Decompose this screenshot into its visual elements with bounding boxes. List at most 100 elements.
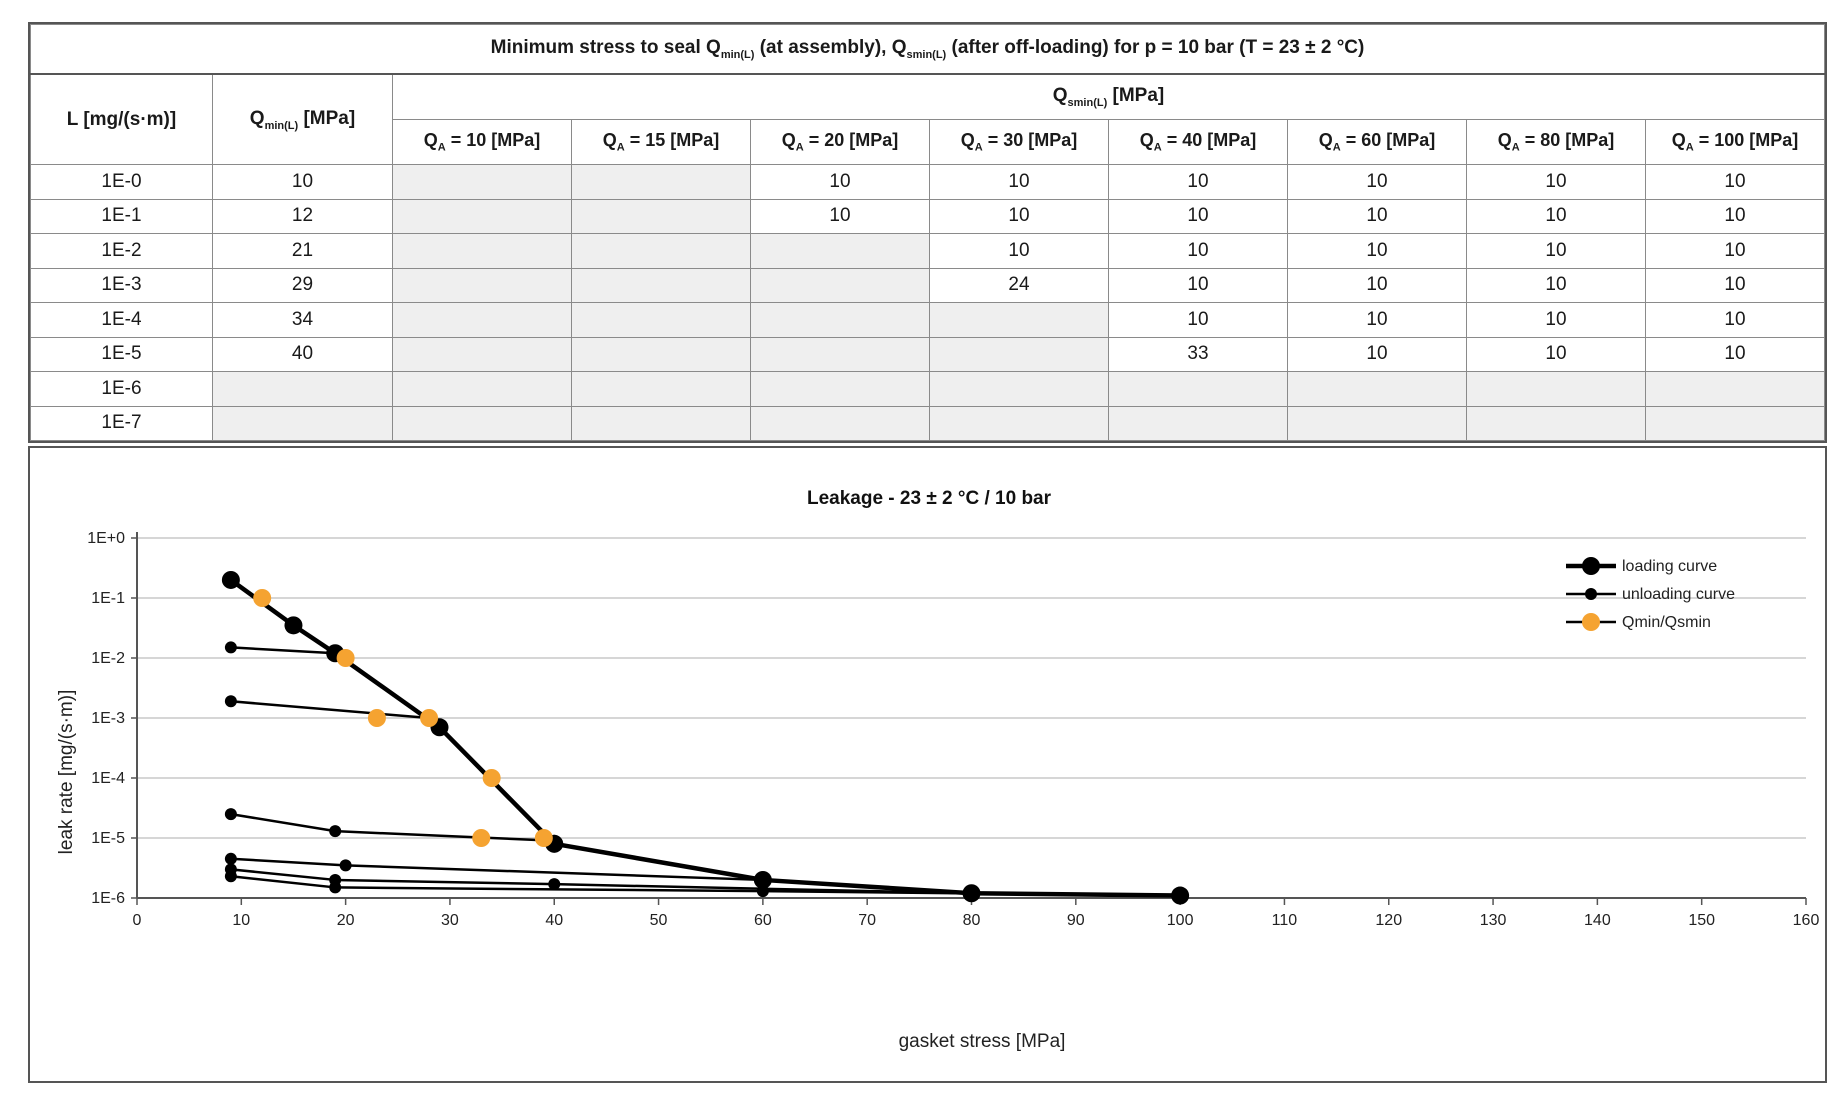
cell-qsmin — [1466, 405, 1646, 441]
x-tick-label: 50 — [650, 912, 668, 929]
cell-qsmin — [929, 405, 1109, 441]
unloading-point — [329, 825, 342, 838]
y-tick-label: 1E-1 — [91, 590, 125, 607]
table-row: 1E-0 10 10 10 10 10 10 10 — [30, 164, 1825, 200]
cell-qsmin: 24 — [929, 267, 1109, 303]
cell-qsmin: 10 — [1108, 198, 1288, 234]
cell-qsmin: 10 — [1287, 198, 1467, 234]
x-tick-label: 60 — [754, 912, 772, 929]
table-row: 1E-6 — [30, 371, 1825, 407]
qmin-qsmin-point — [336, 649, 355, 667]
table-row: 1E-1 12 10 10 10 10 10 10 — [30, 198, 1825, 234]
cell-qsmin — [1108, 405, 1288, 441]
cell-qmin: 10 — [212, 164, 393, 200]
x-axis-title: gasket stress [MPa] — [899, 1031, 1066, 1052]
cell-qsmin: 10 — [1466, 233, 1646, 269]
cell-qsmin: 10 — [1287, 267, 1467, 303]
cell-qsmin: 10 — [750, 164, 930, 200]
cell-qsmin — [392, 164, 572, 200]
cell-qsmin — [571, 267, 751, 303]
cell-qsmin — [571, 233, 751, 269]
leakage-chart-panel: Leakage - 23 ± 2 °C / 10 bar 1E+0 1E-1 1E-… — [28, 446, 1827, 1083]
cell-qsmin — [571, 198, 751, 234]
cell-qsmin: 10 — [1645, 302, 1825, 338]
unloading-point — [548, 878, 561, 891]
legend-loading-marker — [1582, 557, 1600, 575]
qmin-qsmin-point — [367, 709, 386, 727]
cell-qsmin: 10 — [1645, 198, 1825, 234]
x-tick-label: 0 — [133, 912, 142, 929]
unloading-curve-line — [230, 700, 430, 720]
y-tick-label: 1E-3 — [91, 710, 125, 727]
cell-leak-rate: 1E-6 — [30, 371, 213, 407]
unloading-curve-line — [230, 812, 555, 842]
cell-qsmin — [571, 302, 751, 338]
y-tick-label: 1E-6 — [91, 890, 125, 907]
x-tick-label: 150 — [1688, 912, 1715, 929]
legend-loading-label: loading curve — [1622, 558, 1717, 575]
y-axis-title: leak rate [mg/(s·m)] — [56, 690, 77, 855]
cell-qsmin: 10 — [1287, 164, 1467, 200]
cell-qsmin: 10 — [1108, 267, 1288, 303]
y-tick-label: 1E-5 — [91, 830, 125, 847]
legend-qmin: Qmin/Qsmin — [1566, 613, 1711, 631]
cell-qsmin: 10 — [1645, 233, 1825, 269]
legend-qmin-label: Qmin/Qsmin — [1622, 614, 1711, 631]
cell-qsmin — [392, 371, 572, 407]
cell-qsmin: 10 — [750, 198, 930, 234]
legend-unloading-label: unloading curve — [1622, 586, 1735, 603]
loading-point — [962, 884, 981, 903]
loading-curve-line — [229, 578, 1181, 898]
seal-stress-table: Minimum stress to seal Qmin(L) (at assem… — [30, 24, 1825, 441]
cell-qsmin: 10 — [1466, 336, 1646, 372]
cell-qsmin — [929, 302, 1109, 338]
qa-header-4: QA = 40 [MPa] — [1108, 119, 1288, 165]
cell-qsmin: 10 — [1466, 198, 1646, 234]
qa-header-1: QA = 15 [MPa] — [571, 119, 751, 165]
qmin-qsmin-point — [472, 829, 491, 847]
legend-qmin-marker — [1582, 613, 1600, 631]
cell-leak-rate: 1E-2 — [30, 233, 213, 269]
cell-qsmin: 10 — [1287, 336, 1467, 372]
cell-leak-rate: 1E-3 — [30, 267, 213, 303]
table-row: 1E-2 21 10 10 10 10 10 — [30, 233, 1825, 269]
unloading-point — [224, 695, 237, 708]
cell-leak-rate: 1E-5 — [30, 336, 213, 372]
cell-qmin: 40 — [212, 336, 393, 372]
qa-header-3: QA = 30 [MPa] — [929, 119, 1109, 165]
cell-qsmin — [571, 405, 751, 441]
cell-qsmin: 10 — [1466, 164, 1646, 200]
qa-header-6: QA = 80 [MPa] — [1466, 119, 1646, 165]
loading-point — [221, 570, 240, 589]
table-row: 1E-7 — [30, 405, 1825, 441]
legend-unloading-marker — [1585, 588, 1597, 600]
cell-qmin: 21 — [212, 233, 393, 269]
x-tick-label: 80 — [963, 912, 981, 929]
chart-title: Leakage - 23 ± 2 °C / 10 bar — [807, 488, 1052, 509]
cell-qsmin — [571, 371, 751, 407]
unloading-point — [224, 808, 237, 821]
cell-qsmin: 10 — [929, 198, 1109, 234]
cell-qsmin — [571, 164, 751, 200]
cell-qsmin: 10 — [1287, 233, 1467, 269]
cell-qsmin — [392, 405, 572, 441]
column-header-qsmin: Qsmin(L) [MPa] — [392, 73, 1825, 120]
cell-qsmin — [929, 371, 1109, 407]
qa-header-5: QA = 60 [MPa] — [1287, 119, 1467, 165]
cell-qsmin: 10 — [1466, 267, 1646, 303]
legend-loading: loading curve — [1566, 557, 1717, 575]
cell-qsmin: 33 — [1108, 336, 1288, 372]
x-tick-label: 100 — [1167, 912, 1194, 929]
cell-qsmin — [750, 233, 930, 269]
x-tick-label: 10 — [232, 912, 250, 929]
y-tick-label: 1E-4 — [91, 770, 125, 787]
x-tick-label: 70 — [858, 912, 876, 929]
qmin-qsmin-point — [534, 829, 553, 847]
x-tick-label: 20 — [337, 912, 355, 929]
cell-qsmin — [1645, 405, 1825, 441]
x-tick-label: 40 — [545, 912, 563, 929]
qa-header-2: QA = 20 [MPa] — [750, 119, 930, 165]
table-row: 1E-5 40 33 10 10 10 — [30, 336, 1825, 372]
cell-qsmin: 10 — [1645, 267, 1825, 303]
qmin-qsmin-point — [253, 589, 272, 607]
